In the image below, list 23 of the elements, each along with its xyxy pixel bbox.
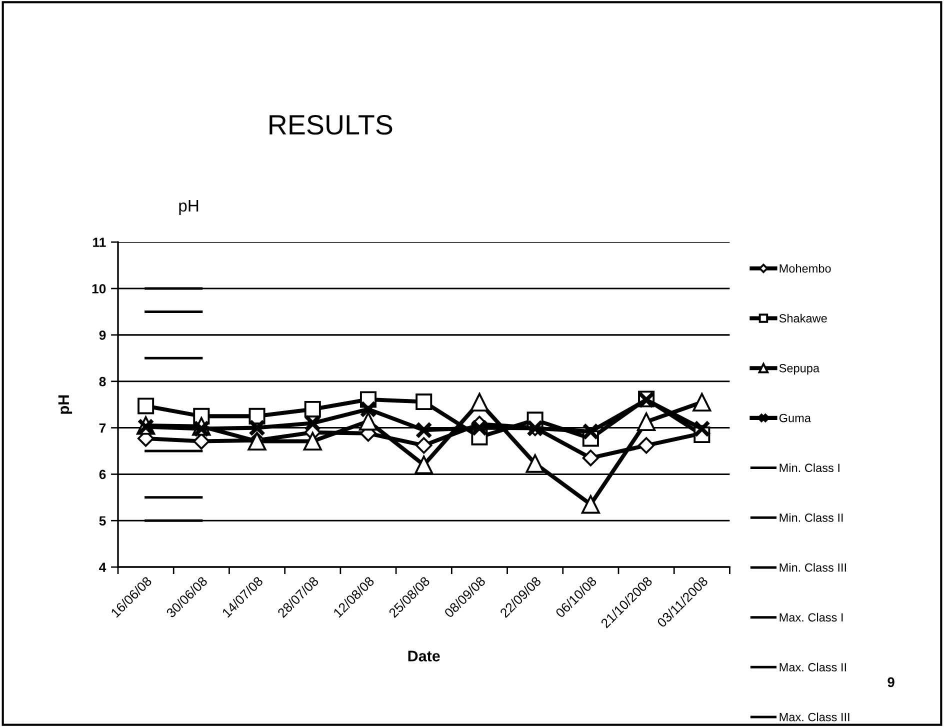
legend-label: Mohembo xyxy=(780,264,831,273)
y-tick-label: 6 xyxy=(99,470,106,480)
x-axis-title: Date xyxy=(408,650,440,662)
legend-label: Min. Class III xyxy=(780,563,846,572)
y-tick-label: 11 xyxy=(93,238,106,247)
y-axis-title: pH xyxy=(58,395,72,414)
y-tick-label: 7 xyxy=(99,423,106,433)
y-tick-label: 5 xyxy=(99,516,106,526)
legend-label: Shakawe xyxy=(779,314,827,323)
chart-title: RESULTS xyxy=(270,115,392,135)
y-tick-label: 8 xyxy=(99,376,106,386)
legend-label: Sepupa xyxy=(779,364,820,375)
legend-label: Min. Class II xyxy=(780,513,843,522)
y-tick-label: 9 xyxy=(99,330,106,340)
chart-subtitle: pH xyxy=(179,200,198,215)
y-tick-label: 4 xyxy=(99,562,106,572)
legend-label: Guma xyxy=(779,414,811,422)
legend-label: Max. Class III xyxy=(780,712,850,722)
legend-label: Max. Class II xyxy=(780,662,846,672)
legend-label: Max. Class I xyxy=(780,612,843,622)
text: 9 xyxy=(888,677,894,688)
y-tick-label: 10 xyxy=(92,284,106,294)
legend-label: Min. Class I xyxy=(780,463,840,472)
